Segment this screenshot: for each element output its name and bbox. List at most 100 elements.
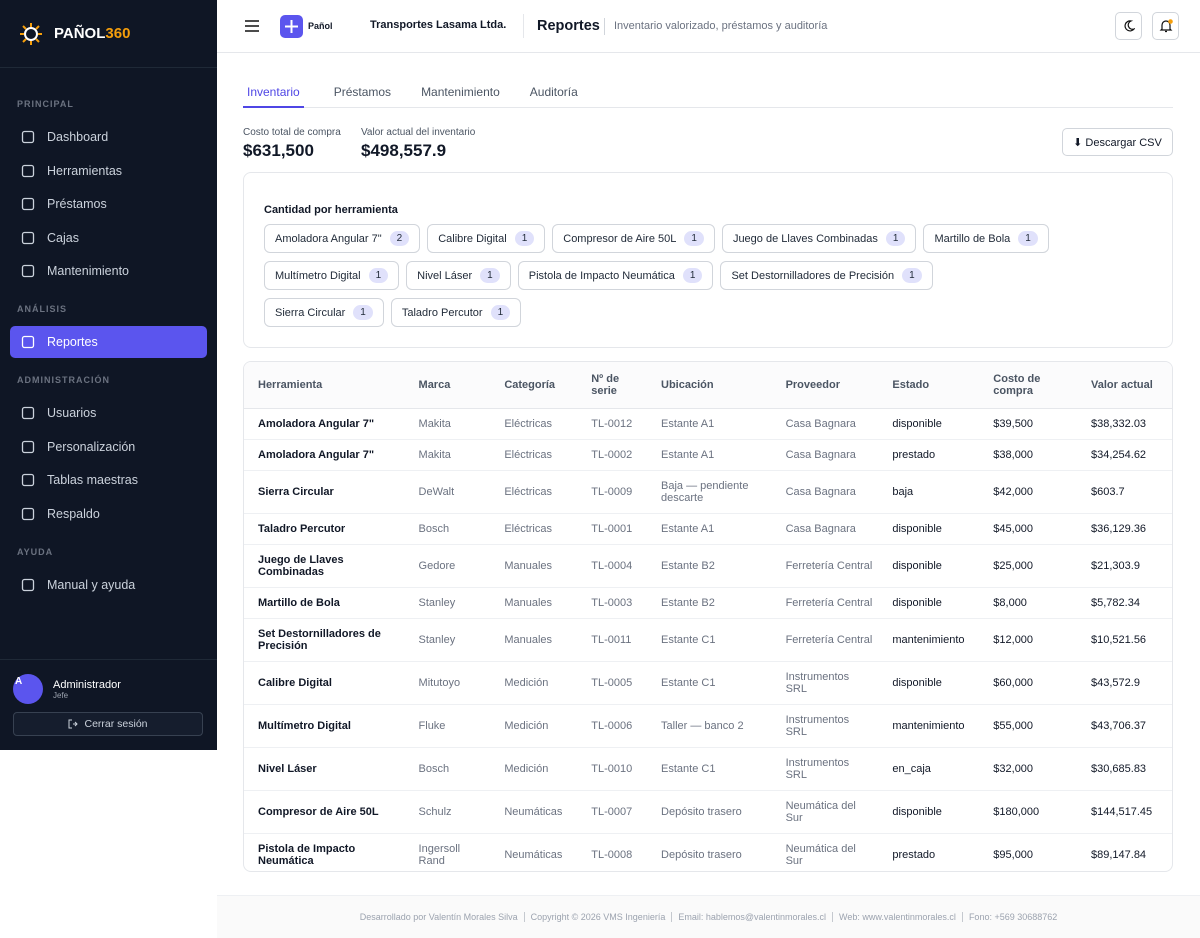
chips: Amoladora Angular 7" 2 Calibre Digital 1 Com… [264,224,1054,327]
nav-label: Respaldo [47,506,100,521]
nav-icon [21,197,35,211]
table-cell: Baja — pendiente descarte [651,470,776,514]
chip: Amoladora Angular 7" 2 [264,224,421,253]
chip-count: 1 [368,268,389,283]
table-cell: Neumática del Sur [775,790,883,834]
table-cell: TL-0004 [581,544,652,588]
header-row: Herramienta Marca Categoría Nº de serie Ubic… [244,362,1172,409]
table-cell: Gedore [408,544,495,588]
table-cell: prestado [882,833,984,871]
table-cell: $144,517.45 [1081,790,1172,834]
footer-item: Copyright © 2026 VMS Ingeniería [523,912,665,922]
table-cell: $60,000 [983,661,1081,705]
table-cell: TL-0005 [581,661,652,705]
table-cell: Estante C1 [651,747,776,791]
nav-item[interactable]: Usuarios [10,397,207,429]
notifications-button[interactable] [1152,12,1179,40]
table-card: Herramienta Marca Categoría Nº de serie Ubic… [243,361,1173,872]
table-cell: Estante B2 [651,544,776,588]
nav-item[interactable]: Reportes [10,326,207,358]
nav-item[interactable]: Tablas maestras [10,464,207,496]
table-cell: Casa Bagnara [775,470,883,514]
table-cell: Schulz [408,790,495,834]
nav-item[interactable]: Manual y ayuda [10,569,207,601]
table-cell: Medición [494,661,582,705]
chip-count: 1 [902,268,922,283]
table-cell: Multímetro Digital [244,704,409,748]
nav-item[interactable]: Préstamos [10,188,207,220]
table-row: Juego de Llaves Combinadas Gedore Manuales… [244,544,1172,588]
table-cell: Casa Bagnara [775,439,883,471]
nav-icon [21,231,35,244]
table-cell: Eléctricas [494,408,582,440]
table-cell: TL-0001 [581,513,652,545]
table-cell: $43,572.9 [1081,661,1172,705]
table-cell: Calibre Digital [244,661,409,705]
table-cell: TL-0008 [581,833,652,871]
theme-button[interactable] [1115,12,1142,40]
nav-icon [21,507,35,520]
table-cell: Bosch [408,513,495,545]
tab[interactable]: Mantenimiento [421,85,500,99]
table-row: Multímetro Digital Fluke Medición TL-0006 Ta… [244,704,1172,748]
table-cell: TL-0009 [581,470,652,514]
chip-count: 1 [885,231,906,246]
tab[interactable]: Préstamos [333,85,392,99]
chip-count: 1 [490,305,511,320]
tab[interactable]: Inventario [243,78,304,108]
table-row: Nivel Láser Bosch Medición TL-0010 Estante C… [244,747,1172,791]
column-header: Valor actual [1081,362,1172,409]
nav-icon [21,164,35,177]
footer: Desarrollado por Valentín Morales Silva C… [217,895,1200,938]
nav-icon [21,406,35,420]
company: Transportes Lasama Ltda. [370,19,507,31]
table-cell: TL-0006 [581,704,652,748]
nav-item[interactable]: Dashboard [10,121,207,153]
chip-label: Martillo de Bola [934,232,1011,245]
table-cell: disponible [882,513,984,545]
chip-label: Sierra Circular [275,306,346,319]
table-cell: $95,000 [983,833,1081,871]
table-cell: prestado [882,439,984,471]
table-cell: Sierra Circular [244,470,409,514]
chip-count: 1 [353,305,373,320]
table-cell: Estante A1 [651,513,776,545]
table-row: Pistola de Impacto Neumática Ingersoll Ra… [244,833,1172,871]
table-cell: TL-0002 [581,439,652,471]
nav-item[interactable]: Mantenimiento [10,255,207,287]
table-cell: Taller — banco 2 [651,704,776,748]
tab[interactable]: Auditoría [529,85,578,99]
table-cell: $55,000 [983,704,1081,748]
nav-item[interactable]: Herramientas [10,155,207,187]
table-cell: $25,000 [983,544,1081,588]
chip-label: Multímetro Digital [275,269,361,282]
table-cell: $39,500 [983,408,1081,440]
nav-item[interactable]: Personalización [10,431,207,463]
table-cell: Compresor de Aire 50L [244,790,409,834]
nav-section: ANÁLISIS [17,304,68,314]
logout-icon [68,719,79,729]
chip: Nivel Láser 1 [406,261,511,290]
table-row: Taladro Percutor Bosch Eléctricas TL-0001 Es… [244,513,1172,545]
table-cell: Medición [494,747,582,791]
chip: Taladro Percutor 1 [390,298,522,327]
nav-section: AYUDA [17,546,54,557]
logout-button[interactable]: Cerrar sesión [13,712,203,736]
table-cell: Neumáticas [494,790,582,834]
table-cell: Casa Bagnara [775,513,883,545]
table-cell: $8,000 [983,587,1081,619]
table-cell: TL-0007 [581,790,652,834]
download-button[interactable]: ⬇ Descargar CSV [1062,128,1173,156]
divider [523,14,524,38]
nav-item[interactable]: Cajas [10,222,207,254]
nav-label: Cajas [47,230,79,245]
nav-icon [21,130,35,144]
nav-item[interactable]: Respaldo [10,498,207,530]
chip: Sierra Circular 1 [264,298,384,327]
table-row: Compresor de Aire 50L Schulz Neumáticas TL-… [244,790,1172,834]
table-body: Amoladora Angular 7" Makita Eléctricas TL-0… [244,408,1172,871]
nav-label: Mantenimiento [47,264,129,278]
menu-button[interactable] [245,20,259,32]
nav-label: Tablas maestras [47,473,139,487]
nav-icon [21,335,35,349]
